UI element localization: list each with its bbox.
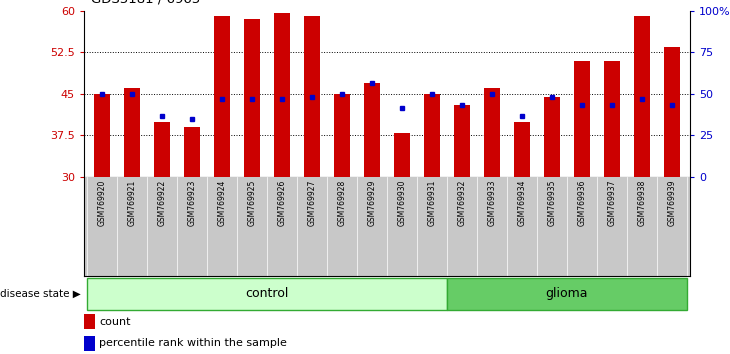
Text: GSM769932: GSM769932 — [458, 180, 466, 226]
Text: GSM769928: GSM769928 — [337, 180, 347, 226]
Bar — [604, 61, 620, 177]
Text: count: count — [99, 317, 131, 327]
Bar — [484, 88, 500, 177]
Bar — [123, 88, 140, 177]
Text: GSM769920: GSM769920 — [97, 180, 107, 226]
Text: GSM769926: GSM769926 — [277, 180, 286, 226]
Bar — [93, 94, 110, 177]
Text: GSM769923: GSM769923 — [188, 180, 196, 226]
FancyBboxPatch shape — [447, 278, 687, 310]
Text: glioma: glioma — [545, 287, 588, 300]
Text: GSM769931: GSM769931 — [427, 180, 437, 226]
Text: GSM769924: GSM769924 — [218, 180, 226, 226]
Bar — [453, 105, 470, 177]
Bar — [274, 13, 290, 177]
Bar — [184, 127, 200, 177]
Text: GSM769934: GSM769934 — [518, 180, 526, 227]
Text: GDS5181 / 6965: GDS5181 / 6965 — [91, 0, 201, 5]
Bar — [244, 19, 260, 177]
Text: GSM769930: GSM769930 — [397, 180, 407, 227]
Bar — [544, 97, 560, 177]
Text: percentile rank within the sample: percentile rank within the sample — [99, 338, 287, 348]
Bar — [304, 16, 320, 177]
Text: GSM769937: GSM769937 — [607, 180, 616, 227]
Bar — [154, 121, 170, 177]
Text: GSM769939: GSM769939 — [667, 180, 677, 227]
Bar — [423, 94, 440, 177]
Text: GSM769927: GSM769927 — [307, 180, 316, 226]
Bar — [514, 121, 530, 177]
Text: GSM769921: GSM769921 — [128, 180, 137, 226]
Text: GSM769922: GSM769922 — [158, 180, 166, 226]
Bar — [393, 133, 410, 177]
Bar — [664, 47, 680, 177]
Bar — [574, 61, 590, 177]
Text: GSM769933: GSM769933 — [488, 180, 496, 227]
Text: GSM769929: GSM769929 — [367, 180, 377, 226]
Text: GSM769935: GSM769935 — [548, 180, 556, 227]
Text: GSM769936: GSM769936 — [577, 180, 586, 227]
Bar — [364, 83, 380, 177]
Text: GSM769938: GSM769938 — [637, 180, 646, 226]
Bar — [84, 314, 95, 329]
FancyBboxPatch shape — [87, 278, 447, 310]
Bar — [634, 16, 650, 177]
Text: GSM769925: GSM769925 — [247, 180, 256, 226]
Bar — [334, 94, 350, 177]
Bar — [214, 16, 230, 177]
Text: control: control — [245, 287, 288, 300]
Bar — [84, 336, 95, 350]
Text: disease state ▶: disease state ▶ — [0, 289, 80, 299]
